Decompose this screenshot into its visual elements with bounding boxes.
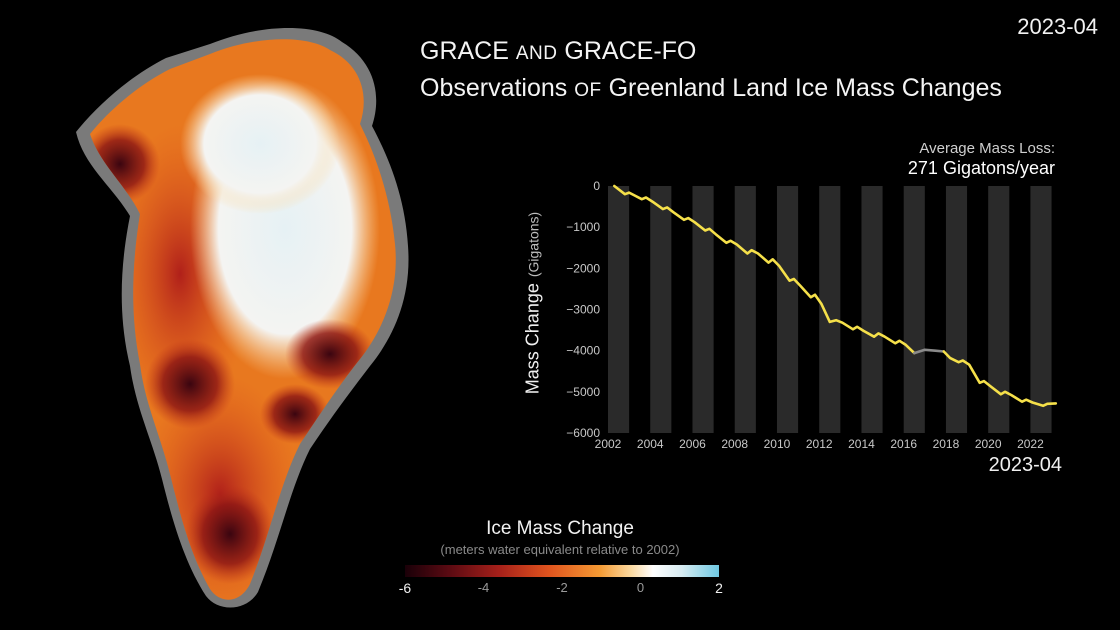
date-label-top: 2023-04 [1017, 14, 1098, 39]
title-line-1: GRACE AND GRACE-FO [420, 37, 697, 65]
chart-year-bands [608, 186, 1052, 433]
x-tick-label: 2018 [933, 437, 960, 448]
x-tick-label: 2006 [679, 437, 706, 448]
colorbar-tick-label: 0 [636, 580, 645, 595]
colorbar-ticks: -6 -4 -2 0 2 [399, 580, 723, 600]
year-band [945, 186, 968, 433]
y-tick-label: −2000 [566, 261, 600, 275]
year-band [650, 186, 672, 433]
y-tick-label: −5000 [566, 385, 600, 399]
colorbar-tick-label: -6 [398, 580, 412, 596]
year-band [1030, 186, 1052, 433]
x-tick-label: 2022 [1017, 437, 1044, 448]
year-band [903, 186, 925, 433]
x-tick-label: 2004 [637, 437, 664, 448]
year-band [819, 186, 841, 433]
y-tick-label: 0 [593, 179, 600, 193]
series-line [912, 348, 946, 355]
colorbar-subtitle: (meters water equivalent relative to 200… [440, 542, 680, 557]
colorbar [405, 565, 719, 577]
y-tick-label: −6000 [566, 426, 600, 440]
year-band [734, 186, 756, 433]
colorbar-tick-label: 2 [715, 580, 723, 596]
date-label-bottom: 2023-04 [988, 454, 1062, 476]
x-tick-label: 2010 [764, 437, 791, 448]
greenland-map-graphic [76, 28, 409, 608]
y-axis-ticks: 0 −1000 −2000 −3000 −4000 −5000 −6000 [566, 179, 600, 440]
title-line-2: Observations OF Greenland Land Ice Mass … [420, 74, 1002, 102]
year-band [692, 186, 714, 433]
y-tick-label: −3000 [566, 303, 600, 317]
series-line [612, 184, 916, 355]
colorbar-tick-label: -4 [477, 580, 490, 595]
x-axis-ticks: 2002 2004 2006 2008 2010 2012 2014 2016 2018 2020… [595, 437, 1044, 448]
year-band [861, 186, 883, 433]
colorbar-tick-label: -2 [556, 580, 568, 595]
y-tick-label: −1000 [566, 220, 600, 234]
colorbar-title: Ice Mass Change [486, 518, 634, 539]
mass-change-chart: 0 −1000 −2000 −3000 −4000 −5000 −6000 2002 2004… [566, 179, 1058, 448]
x-tick-label: 2016 [890, 437, 917, 448]
x-tick-label: 2008 [721, 437, 748, 448]
y-tick-label: −4000 [566, 344, 600, 358]
average-mass-loss: Average Mass Loss: 271 Gigatons/year [860, 140, 1055, 179]
average-mass-loss-label: Average Mass Loss: [919, 140, 1055, 157]
average-mass-loss-value: 271 Gigatons/year [907, 158, 1055, 178]
y-axis-label: Mass Change(Gigatons) [522, 211, 543, 395]
x-tick-label: 2014 [848, 437, 875, 448]
year-band [608, 186, 630, 433]
x-tick-label: 2020 [975, 437, 1002, 448]
greenland-map [60, 14, 420, 614]
series-line [942, 350, 1058, 408]
x-tick-label: 2002 [595, 437, 622, 448]
x-tick-label: 2012 [806, 437, 833, 448]
year-band [988, 186, 1010, 433]
chart-series [612, 184, 1058, 408]
year-band [776, 186, 799, 433]
chart-title: GRACE AND GRACE-FO Observations OF Green… [420, 34, 1002, 108]
